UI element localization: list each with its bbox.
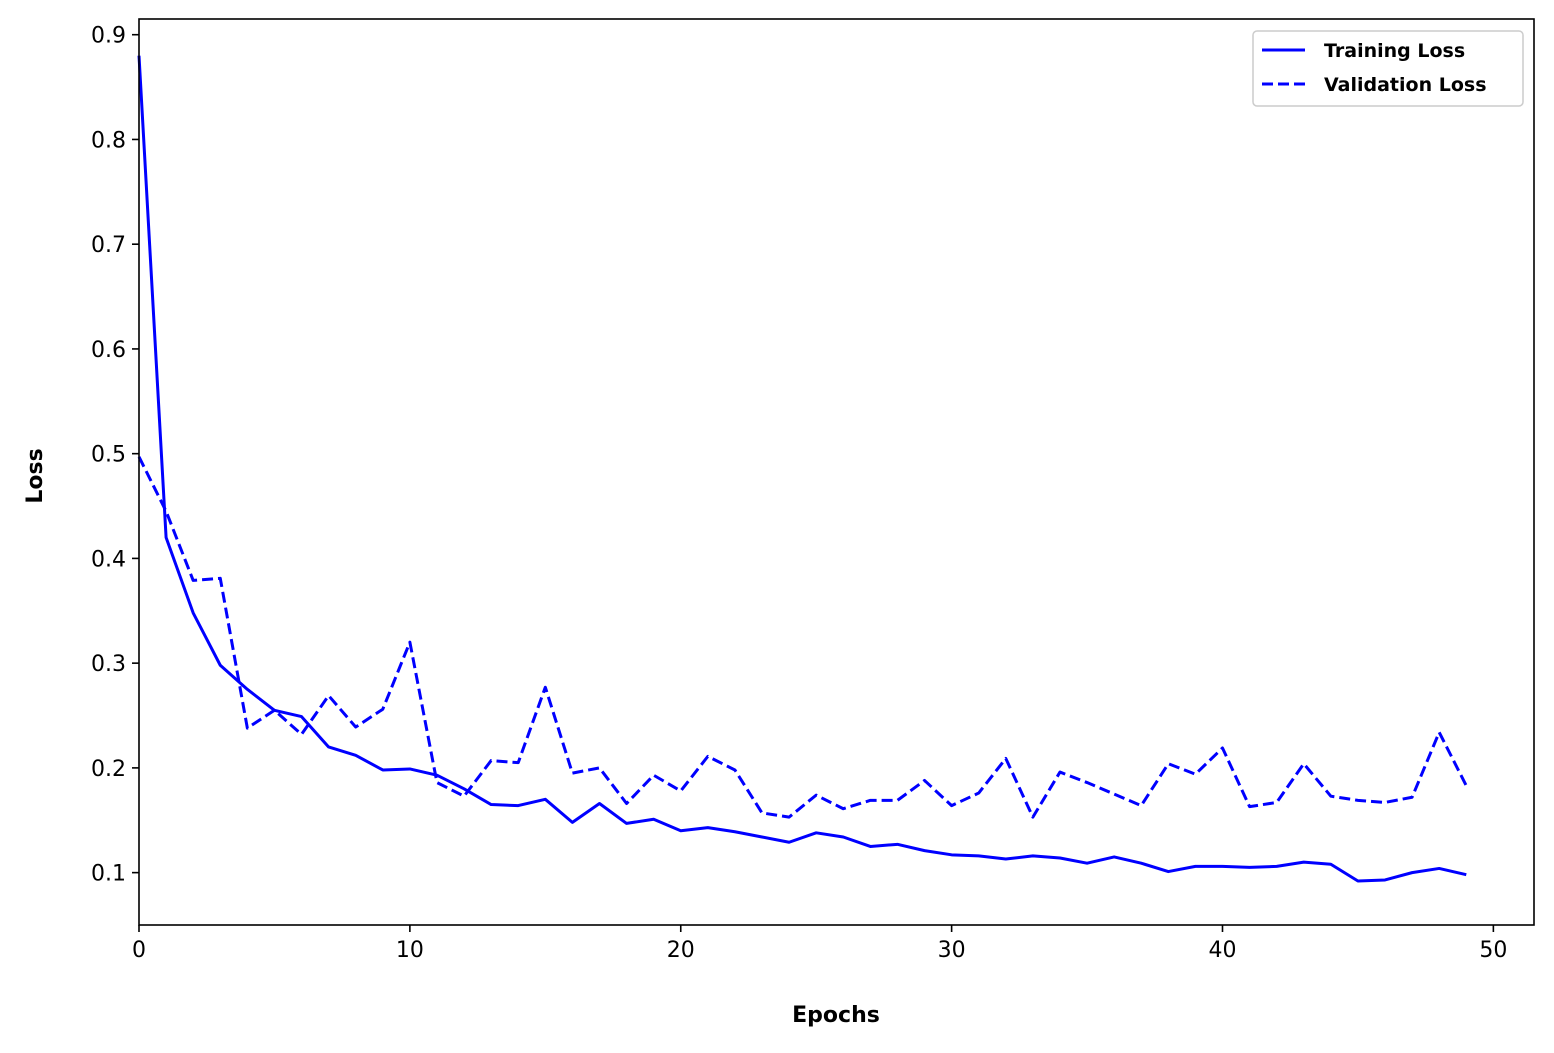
x-tick-label: 40 xyxy=(1208,938,1236,963)
training-loss-line xyxy=(137,55,1467,883)
x-tick-label: 30 xyxy=(938,938,966,963)
legend: Training Loss Validation Loss xyxy=(1252,30,1524,107)
y-tick-label: 0.1 xyxy=(91,862,126,887)
x-axis-title: Epochs xyxy=(792,1003,880,1028)
validation-loss-line xyxy=(137,456,1468,819)
legend-label-training-loss: Training Loss xyxy=(1324,40,1465,62)
x-tick-label: 50 xyxy=(1479,938,1507,963)
y-tick-label: 0.5 xyxy=(91,443,126,468)
x-tick-label: 0 xyxy=(132,938,146,963)
plot-frame xyxy=(138,18,1535,926)
x-axis-ticks: 0 10 20 30 40 50 xyxy=(132,925,1507,963)
y-tick-label: 0.3 xyxy=(91,652,126,677)
y-tick-label: 0.2 xyxy=(91,757,126,782)
y-tick-label: 0.4 xyxy=(91,547,126,572)
y-tick-label: 0.8 xyxy=(91,128,126,153)
x-tick-label: 10 xyxy=(396,938,424,963)
y-axis-ticks: 0.1 0.2 0.3 0.4 0.5 0.6 0.7 0.8 0.9 xyxy=(91,24,139,887)
legend-label-validation-loss: Validation Loss xyxy=(1324,74,1487,96)
y-tick-label: 0.9 xyxy=(91,24,126,49)
y-tick-label: 0.6 xyxy=(91,338,126,363)
y-axis-title: Loss xyxy=(23,448,48,503)
plot-lines xyxy=(137,55,1468,883)
legend-box xyxy=(1252,30,1524,107)
x-tick-label: 20 xyxy=(667,938,695,963)
y-tick-label: 0.7 xyxy=(91,233,126,258)
